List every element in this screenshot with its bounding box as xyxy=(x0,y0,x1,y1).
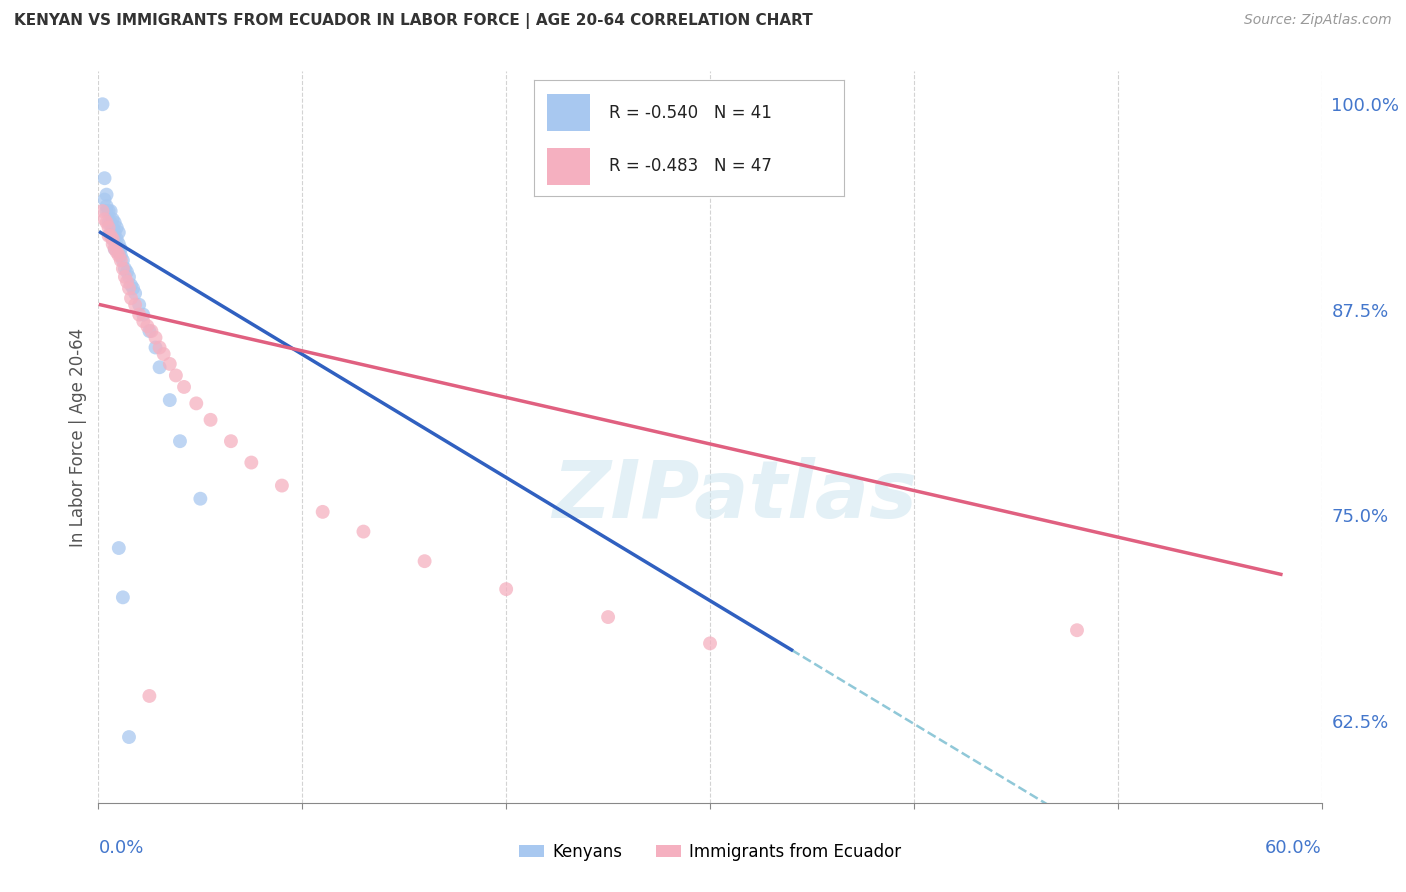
Point xyxy=(122,281,145,295)
Point xyxy=(97,216,120,230)
Point xyxy=(91,97,114,112)
Point xyxy=(159,393,181,408)
Point xyxy=(93,193,115,207)
Point xyxy=(173,380,195,394)
Point xyxy=(118,281,141,295)
Point xyxy=(138,324,160,338)
Point xyxy=(96,187,118,202)
Point xyxy=(118,269,141,284)
Point xyxy=(100,204,122,219)
Point xyxy=(104,226,127,240)
Point xyxy=(101,212,124,227)
Point xyxy=(138,689,160,703)
Point xyxy=(118,730,141,744)
Text: R = -0.540   N = 41: R = -0.540 N = 41 xyxy=(609,103,772,121)
Point xyxy=(110,253,132,268)
Point xyxy=(413,554,436,568)
Point xyxy=(1066,624,1088,638)
Point xyxy=(93,212,115,227)
Text: 60.0%: 60.0% xyxy=(1265,839,1322,857)
Point xyxy=(124,298,146,312)
Point xyxy=(97,220,120,235)
Point xyxy=(270,478,294,492)
Point xyxy=(132,314,155,328)
Point xyxy=(91,204,114,219)
Point xyxy=(108,236,131,251)
Point xyxy=(111,261,134,276)
Point xyxy=(96,216,118,230)
Point xyxy=(149,360,172,375)
Point xyxy=(111,591,134,605)
Point xyxy=(136,319,159,334)
Point xyxy=(188,491,212,506)
Point xyxy=(115,275,138,289)
Point xyxy=(100,226,122,240)
Point xyxy=(128,308,150,322)
Point xyxy=(108,541,131,555)
Point xyxy=(104,242,127,256)
Point xyxy=(149,341,172,355)
Point xyxy=(101,226,124,240)
Point xyxy=(104,216,127,230)
Text: Source: ZipAtlas.com: Source: ZipAtlas.com xyxy=(1244,13,1392,28)
Point xyxy=(101,220,124,235)
Y-axis label: In Labor Force | Age 20-64: In Labor Force | Age 20-64 xyxy=(69,327,87,547)
Point xyxy=(120,278,142,293)
Point xyxy=(120,291,142,305)
Point xyxy=(105,220,128,235)
Point xyxy=(105,232,128,246)
Point xyxy=(97,228,120,243)
Point xyxy=(110,242,132,256)
Point xyxy=(96,204,118,219)
Point xyxy=(699,636,721,650)
Bar xyxy=(547,147,591,185)
Text: R = -0.483   N = 47: R = -0.483 N = 47 xyxy=(609,157,772,175)
Point xyxy=(219,434,242,449)
Text: KENYAN VS IMMIGRANTS FROM ECUADOR IN LABOR FORCE | AGE 20-64 CORRELATION CHART: KENYAN VS IMMIGRANTS FROM ECUADOR IN LAB… xyxy=(14,13,813,29)
Point xyxy=(598,610,620,624)
Point xyxy=(104,242,127,256)
Point xyxy=(152,347,174,361)
Text: ZIPatlas: ZIPatlas xyxy=(553,457,917,534)
Point xyxy=(495,582,517,596)
Point xyxy=(101,232,124,246)
Point xyxy=(165,368,187,383)
Point xyxy=(100,228,122,243)
Point xyxy=(240,456,263,470)
Point xyxy=(114,261,136,276)
Text: 0.0%: 0.0% xyxy=(98,839,143,857)
Point xyxy=(159,357,181,371)
Point xyxy=(96,199,118,213)
Point xyxy=(101,232,124,246)
Point xyxy=(169,434,191,449)
Point xyxy=(108,245,131,260)
Point xyxy=(97,204,120,219)
Point xyxy=(108,226,131,240)
Point xyxy=(145,331,167,345)
Point xyxy=(115,265,138,279)
Point xyxy=(145,341,167,355)
Point xyxy=(352,524,374,539)
Point xyxy=(100,216,122,230)
Point xyxy=(128,298,150,312)
Bar xyxy=(547,95,591,131)
Point xyxy=(111,253,134,268)
Point xyxy=(141,324,163,338)
Point xyxy=(104,232,127,246)
Legend: Kenyans, Immigrants from Ecuador: Kenyans, Immigrants from Ecuador xyxy=(512,837,908,868)
Point xyxy=(105,245,128,260)
Point xyxy=(108,248,131,262)
Point xyxy=(110,248,132,262)
Point xyxy=(312,505,335,519)
Point xyxy=(124,286,146,301)
Point xyxy=(186,396,208,410)
Point xyxy=(101,236,124,251)
Point xyxy=(93,171,115,186)
Point xyxy=(132,308,155,322)
Point xyxy=(114,269,136,284)
Point xyxy=(200,413,222,427)
